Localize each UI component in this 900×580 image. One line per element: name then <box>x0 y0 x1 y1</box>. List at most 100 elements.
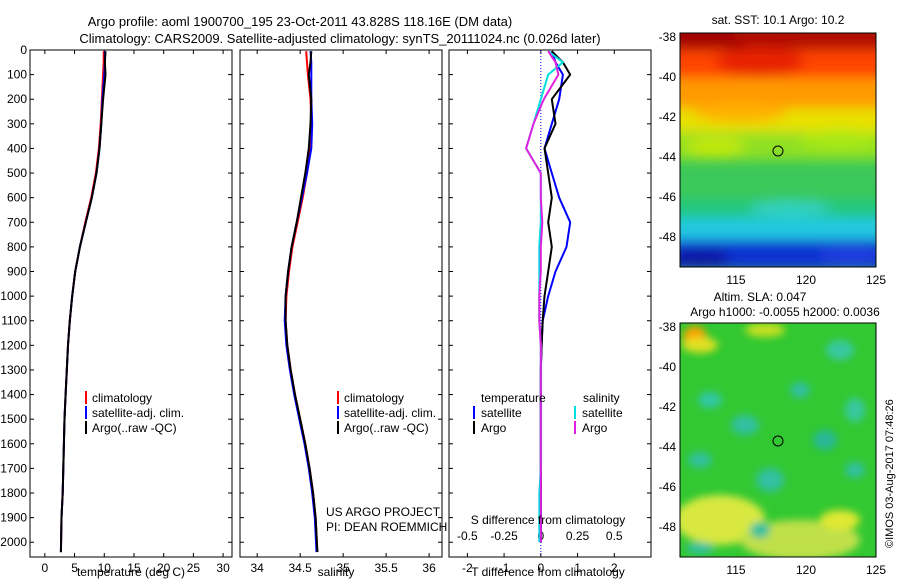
sla-map-frame <box>679 322 877 558</box>
depth-tick-label: 800 <box>7 240 27 254</box>
map-lat-tick-label: -40 <box>659 70 677 84</box>
sst-float-marker <box>772 145 784 157</box>
map-lon-tick-label: 115 <box>726 563 745 577</box>
x-tick-label: 15 <box>127 561 141 575</box>
depth-tick-label: 1800 <box>0 486 27 500</box>
map-lon-tick-label: 125 <box>866 273 886 287</box>
depth-tick-label: 2000 <box>0 535 27 549</box>
sla-map-image <box>680 323 876 557</box>
map-lat-tick-label: -38 <box>659 30 677 44</box>
legend-label-climatology: climatology <box>344 391 404 405</box>
depth-tick-label: 700 <box>7 215 27 229</box>
legend-label-argo: Argo(..raw -QC) <box>344 421 429 435</box>
map-lon-tick-label: 115 <box>726 273 745 287</box>
depth-tick-label: 200 <box>7 92 27 106</box>
x-tick-label: 34.5 <box>288 561 312 575</box>
depth-tick-label: 500 <box>7 166 27 180</box>
legend-header-salinity: salinity <box>583 391 620 405</box>
legend-label-satellite: satellite-adj. clim. <box>92 406 184 420</box>
map-lat-tick-label: -46 <box>659 480 677 494</box>
temperature-legend: climatology satellite-adj. clim. Argo(..… <box>85 391 184 435</box>
salinity-legend: climatology satellite-adj. clim. Argo(..… <box>337 391 436 435</box>
x-tick-label: 10 <box>98 561 112 575</box>
imos-watermark: ©IMOS 03-Aug-2017 07:48:26 <box>884 399 896 548</box>
x-tick-label: 20 <box>157 561 171 575</box>
x-tick-label: 30 <box>216 561 230 575</box>
series-line-satellite-adj-clim <box>59 51 106 553</box>
x-tick-label: 34 <box>251 561 265 575</box>
sla-map-title-line2: Argo h1000: -0.0055 h2000: 0.0036 <box>690 305 880 319</box>
map-lat-tick-label: -42 <box>659 110 677 124</box>
depth-tick-label: 1100 <box>1 314 27 328</box>
depth-tick-label: 900 <box>7 265 27 279</box>
x-tick-label: 0 <box>537 561 544 575</box>
t-difference-axis-label: T difference from climatology <box>471 565 625 579</box>
legend-label-climatology: climatology <box>92 391 152 405</box>
map-lon-tick-label: 125 <box>866 563 886 577</box>
x-tick-label: 0 <box>42 561 49 575</box>
legend-label-temp-satellite: satellite <box>481 406 522 420</box>
salinity-panel <box>239 49 443 558</box>
x-tick-label: -2 <box>462 561 473 575</box>
depth-tick-label: 300 <box>7 117 27 131</box>
series-line-argo-raw-qc <box>59 51 107 553</box>
depth-tick-label: 1400 <box>0 388 27 402</box>
depth-tick-label: 1700 <box>0 461 27 475</box>
x-tick-label: 1 <box>574 561 581 575</box>
legend-label-satellite: satellite-adj. clim. <box>344 406 436 420</box>
pi-credit: PI: DEAN ROEMMICH <box>326 520 447 534</box>
legend-label-temp-argo: Argo <box>481 421 507 435</box>
x-tick-label: 35.5 <box>374 561 398 575</box>
axis-ticks: 0 5 10 15 20 25 300100200300400500600700800900… <box>0 30 886 577</box>
x-tick-label: 5 <box>71 561 78 575</box>
series-line-climatology <box>59 51 105 553</box>
sst-map-title: sat. SST: 10.1 Argo: 10.2 <box>712 13 845 27</box>
x-tick-label: 2 <box>611 561 618 575</box>
sst-map-image <box>680 33 876 267</box>
depth-tick-label: 600 <box>7 191 27 205</box>
temperature-panel <box>29 49 233 558</box>
legend-label-sal-satellite: satellite <box>582 406 623 420</box>
s-diff-tick-label: -0.25 <box>490 529 518 543</box>
x-tick-label: 35 <box>336 561 350 575</box>
x-tick-label: 25 <box>187 561 201 575</box>
figure-title-line1: Argo profile: aoml 1900700_195 23-Oct-20… <box>88 14 512 29</box>
depth-tick-label: 1600 <box>0 437 27 451</box>
series-line-argo-raw-qc <box>284 51 319 553</box>
legend-label-sal-argo: Argo <box>582 421 608 435</box>
salinity-axis-label: salinity <box>318 565 355 579</box>
depth-tick-label: 100 <box>7 68 27 82</box>
map-lat-tick-label: -42 <box>659 400 677 414</box>
depth-tick-label: 1500 <box>0 412 27 426</box>
map-lon-tick-label: 120 <box>796 273 816 287</box>
legend-header-temperature: temperature <box>481 391 546 405</box>
legend-label-argo: Argo(..raw -QC) <box>92 421 177 435</box>
map-lat-tick-label: -48 <box>659 230 677 244</box>
sst-map-frame <box>679 32 877 268</box>
depth-tick-label: 400 <box>7 141 27 155</box>
difference-panel <box>448 49 652 558</box>
series-line-salinity-argo <box>525 50 560 543</box>
project-credit: US ARGO PROJECT <box>326 505 441 519</box>
profile-lines <box>59 50 572 553</box>
x-tick-label: 36 <box>422 561 436 575</box>
sla-float-marker <box>772 435 784 447</box>
map-lat-tick-label: -38 <box>659 320 677 334</box>
depth-tick-label: 1900 <box>0 511 27 525</box>
temperature-axis-label: temperature (deg C) <box>77 565 185 579</box>
depth-tick-label: 0 <box>20 43 27 57</box>
s-diff-tick-label: -0.5 <box>457 529 478 543</box>
s-diff-tick-label: 0.25 <box>566 529 590 543</box>
map-lat-tick-label: -44 <box>659 440 677 454</box>
map-lat-tick-label: -44 <box>659 150 677 164</box>
s-diff-tick-label: 0.5 <box>606 529 623 543</box>
map-lat-tick-label: -46 <box>659 190 677 204</box>
map-lat-tick-label: -48 <box>659 520 677 534</box>
map-lat-tick-label: -40 <box>659 360 677 374</box>
x-tick-label: -1 <box>499 561 510 575</box>
depth-tick-label: 1000 <box>0 289 27 303</box>
series-line-temperature-argo <box>539 50 572 543</box>
depth-tick-label: 1300 <box>0 363 27 377</box>
depth-tick-label: 1200 <box>0 338 27 352</box>
